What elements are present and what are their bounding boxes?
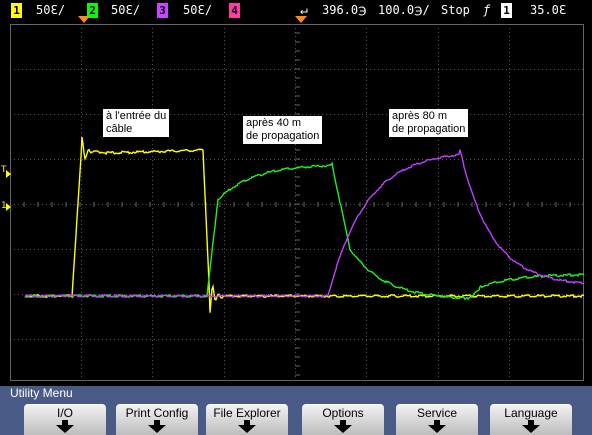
trigger-delay-icon: ↵ xyxy=(300,3,308,18)
channel-2-indicator[interactable]: 2 xyxy=(87,3,98,18)
softkey-label: I/O xyxy=(56,406,73,420)
softkey-service[interactable]: Service xyxy=(396,404,478,435)
annotation-cable-input: à l'entrée du câble xyxy=(103,109,170,137)
softkey-label: Options xyxy=(322,406,364,420)
trigger-delay-marker xyxy=(295,16,307,23)
waveform-display[interactable] xyxy=(10,24,584,381)
channel-2-scale: 50ℇ/ xyxy=(111,3,141,17)
trigger-level-marker: T xyxy=(1,165,7,175)
annotation-40m: après 40 m de propagation xyxy=(243,116,323,144)
softkey-file-explorer[interactable]: File Explorer xyxy=(206,404,288,435)
channel-4-indicator[interactable]: 4 xyxy=(229,3,240,18)
down-arrow-icon xyxy=(334,420,352,433)
channel-3-indicator[interactable]: 3 xyxy=(157,3,168,18)
softkey-label: File Explorer xyxy=(213,406,281,420)
utility-menu: Utility Menu I/O Print Config File Explo… xyxy=(0,386,592,435)
channel-3-trace xyxy=(24,149,584,298)
trigger-level: 35.0ℇ xyxy=(530,3,567,17)
menu-title: Utility Menu xyxy=(10,386,73,400)
channel-1-indicator[interactable]: 1 xyxy=(11,3,22,18)
softkey-label: Language xyxy=(504,406,558,420)
run-state: Stop xyxy=(441,3,470,17)
trigger-level-arrow-icon xyxy=(6,170,11,178)
trigger-delay: 396.0℈ xyxy=(322,3,367,17)
down-arrow-icon xyxy=(522,420,540,433)
trigger-channel-indicator: 1 xyxy=(501,3,512,18)
time-scale: 100.0℈/ xyxy=(378,3,430,17)
channel-2-trace xyxy=(24,161,584,301)
softkey-language[interactable]: Language xyxy=(490,404,572,435)
status-bar: 1 50ℇ/ 2 50ℇ/ 3 50ℇ/ 4 ↵ 396.0℈ 100.0℈/ … xyxy=(0,0,592,23)
ground-marker: 1 xyxy=(1,201,7,211)
time-reference-marker xyxy=(78,16,90,23)
down-arrow-icon xyxy=(238,420,256,433)
down-arrow-icon xyxy=(56,420,74,433)
channel-3-scale: 50ℇ/ xyxy=(183,3,213,17)
channel-1-scale: 50ℇ/ xyxy=(36,3,66,17)
softkey-options[interactable]: Options xyxy=(302,404,384,435)
softkey-io[interactable]: I/O xyxy=(24,404,106,435)
down-arrow-icon xyxy=(428,420,446,433)
softkey-print-config[interactable]: Print Config xyxy=(116,404,198,435)
annotation-80m: après 80 m de propagation xyxy=(389,109,469,137)
softkey-label: Print Config xyxy=(125,406,189,420)
graticule xyxy=(10,24,584,381)
trigger-slope-icon: ƒ xyxy=(483,3,491,17)
softkey-label: Service xyxy=(416,406,457,420)
ground-arrow-icon xyxy=(6,203,11,211)
down-arrow-icon xyxy=(148,420,166,433)
channel-1-trace xyxy=(24,136,584,313)
